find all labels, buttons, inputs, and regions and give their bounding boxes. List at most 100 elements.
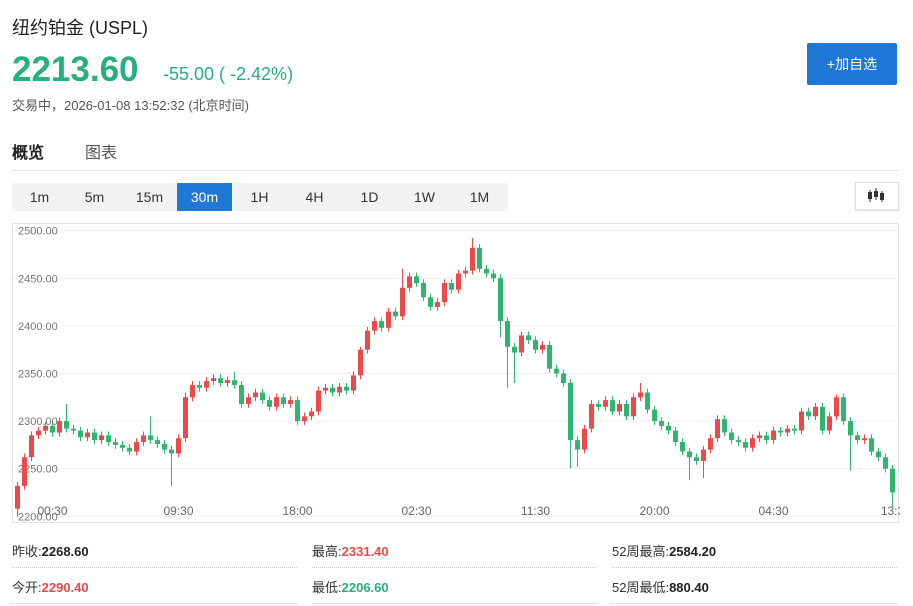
candle-body	[456, 273, 461, 290]
stat: 今开:2290.40	[12, 577, 89, 596]
interval-button[interactable]: 30m	[177, 183, 232, 211]
stat-value: 2584.20	[669, 544, 717, 559]
candle-body	[855, 435, 860, 441]
candle-body	[659, 421, 664, 426]
candle-body	[71, 428, 76, 431]
interval-button[interactable]: 1D	[360, 189, 379, 205]
x-tick-label: 11:30	[521, 504, 550, 518]
stat-label: 最高:	[312, 544, 342, 559]
candle-body	[253, 392, 258, 398]
candle-body	[302, 416, 307, 422]
candle-body	[64, 421, 69, 429]
candle-body	[127, 447, 132, 452]
candle-body	[22, 457, 27, 486]
candle-body	[260, 392, 265, 401]
candle-body	[442, 283, 447, 303]
y-tick-label: 2500.00	[18, 226, 58, 238]
candle-body	[295, 400, 300, 422]
candle-body	[715, 419, 720, 439]
candle-body	[883, 457, 888, 469]
candle-body	[645, 392, 650, 410]
candle-body	[141, 435, 146, 443]
candle-body	[526, 335, 531, 341]
stat-value: 2206.60	[341, 580, 389, 595]
interval-button[interactable]: 1m	[29, 189, 50, 205]
candle-body	[498, 278, 503, 322]
trade-status: 交易中，2026-01-08 13:52:32 (北京时间)	[12, 98, 249, 113]
candle-body	[743, 442, 748, 448]
candle-body	[533, 340, 538, 350]
divider	[12, 170, 899, 171]
interval-button[interactable]: 5m	[84, 189, 105, 205]
stat-label: 今开:	[12, 580, 42, 595]
stat-label: 52周最低:	[612, 580, 670, 595]
candle-body	[561, 373, 566, 383]
y-tick-label: 2250.00	[18, 464, 58, 476]
row-separator	[12, 567, 297, 568]
candle-body	[568, 382, 573, 441]
x-tick-label: 13:3	[881, 504, 900, 518]
tab[interactable]: 图表	[85, 145, 118, 162]
candle-body	[78, 430, 83, 438]
candle-body	[113, 442, 118, 445]
candle-body	[491, 273, 496, 279]
add-watchlist-button[interactable]: +加自选	[807, 43, 897, 85]
candle-body	[813, 406, 818, 417]
candle-body	[274, 397, 279, 407]
tab[interactable]: 概览	[12, 145, 45, 162]
candle-body	[29, 435, 34, 458]
candle-body	[596, 403, 601, 407]
candle-body	[169, 449, 174, 454]
candle-body	[869, 438, 874, 452]
candle-body	[554, 368, 559, 374]
title: 纽约铂金 (USPL)	[12, 18, 149, 38]
candle-body	[414, 276, 419, 284]
candle-body	[225, 380, 230, 383]
interval-button[interactable]: 1H	[250, 189, 269, 205]
row-separator	[612, 603, 897, 604]
candle-body	[337, 386, 342, 393]
candle-body	[92, 432, 97, 441]
candle-body	[582, 428, 587, 450]
candle-body	[435, 302, 440, 307]
candle-body	[799, 411, 804, 431]
candle-body	[372, 321, 377, 331]
candle-body	[155, 440, 160, 444]
candle-body	[463, 270, 468, 274]
y-tick-label: 2300.00	[18, 416, 58, 428]
candle-body	[162, 443, 167, 450]
row-separator	[312, 567, 597, 568]
candle-body	[204, 381, 209, 388]
candle-body	[806, 411, 811, 417]
candle-body	[330, 387, 335, 393]
candle-body	[876, 451, 881, 458]
candle-body	[757, 435, 762, 439]
candle-body	[771, 430, 776, 441]
x-tick-label: 00:30	[37, 504, 67, 518]
candle-body	[218, 378, 223, 383]
candle-body	[638, 392, 643, 398]
candle-body	[708, 438, 713, 450]
candle-body	[232, 380, 237, 385]
candle-icon	[868, 188, 884, 202]
candle-body	[15, 485, 20, 509]
candle-body	[106, 435, 111, 443]
interval-button[interactable]: 4H	[305, 189, 324, 205]
candle-body	[848, 421, 853, 436]
candle-body	[750, 438, 755, 448]
candle-body	[400, 287, 405, 317]
candle-body	[785, 428, 790, 433]
interval-button[interactable]: 1M	[469, 189, 490, 205]
interval-button[interactable]: 1W	[414, 189, 435, 205]
y-tick-label: 2200.00	[18, 511, 58, 523]
interval-button[interactable]: 15m	[135, 189, 164, 205]
candle-body	[386, 311, 391, 328]
price-change: -55.00 ( -2.42%)	[163, 64, 294, 84]
stat-label: 最低:	[312, 580, 342, 595]
chart-type-button[interactable]	[855, 182, 899, 210]
candle-body	[827, 416, 832, 431]
y-tick-label: 2350.00	[18, 368, 58, 380]
x-tick-label: 18:00	[282, 504, 312, 518]
stat: 最低:2206.60	[312, 577, 389, 596]
